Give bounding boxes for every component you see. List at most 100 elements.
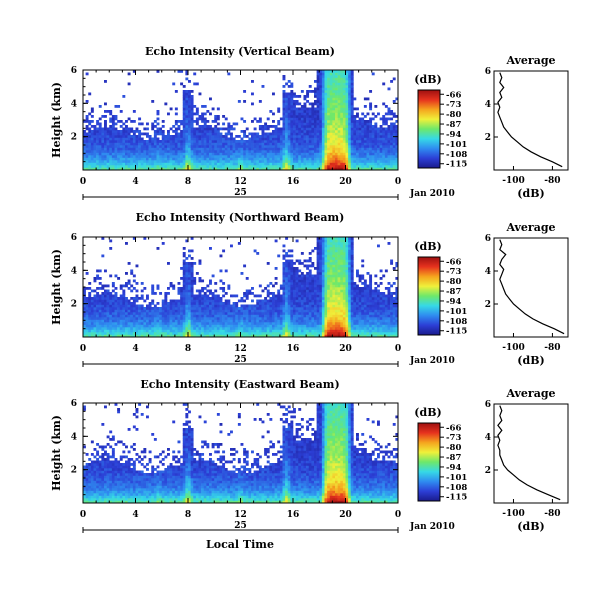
heatmap-cell bbox=[316, 110, 320, 113]
heatmap-cell bbox=[161, 322, 165, 325]
heatmap-cell bbox=[216, 147, 220, 151]
heatmap-cell bbox=[300, 120, 304, 123]
heatmap-cell bbox=[324, 87, 328, 91]
heatmap-cell bbox=[300, 327, 304, 330]
heatmap-cell bbox=[190, 297, 194, 300]
heatmap-cell bbox=[172, 304, 176, 308]
heatmap-cell bbox=[293, 137, 296, 141]
heatmap-cell bbox=[180, 324, 184, 328]
heatmap-cell bbox=[387, 147, 391, 151]
heatmap-cell bbox=[285, 152, 289, 156]
heatmap-cell bbox=[235, 122, 239, 126]
heatmap-cell bbox=[227, 324, 231, 328]
heatmap-cell bbox=[287, 125, 291, 128]
heatmap-cell bbox=[195, 150, 199, 153]
heatmap-cell bbox=[293, 274, 296, 278]
heatmap-cell bbox=[306, 334, 310, 338]
heatmap-cell bbox=[140, 282, 144, 285]
heatmap-cell bbox=[240, 147, 244, 151]
heatmap-cell bbox=[285, 262, 289, 265]
heatmap-cell bbox=[122, 140, 126, 143]
heatmap-cell bbox=[342, 167, 346, 171]
heatmap-cell bbox=[90, 319, 94, 323]
heatmap-cell bbox=[206, 137, 210, 141]
heatmap-cell bbox=[151, 332, 155, 335]
heatmap-cell bbox=[258, 307, 262, 310]
heatmap-cell bbox=[261, 130, 265, 133]
heatmap-cell bbox=[332, 115, 336, 118]
heatmap-cell bbox=[258, 294, 262, 298]
heatmap-cell bbox=[327, 297, 331, 300]
heatmap-cell bbox=[140, 150, 144, 153]
heatmap-cell bbox=[190, 322, 194, 325]
heatmap-cell bbox=[327, 162, 331, 166]
heatmap-cell bbox=[282, 145, 286, 148]
heatmap-cell bbox=[324, 257, 328, 260]
heatmap-cell bbox=[282, 122, 286, 126]
heatmap-cell bbox=[85, 299, 89, 303]
heatmap-cell bbox=[101, 145, 105, 148]
heatmap-cell bbox=[159, 132, 163, 136]
heatmap-cell bbox=[177, 162, 181, 166]
heatmap-cell bbox=[377, 142, 380, 146]
heatmap-cell bbox=[93, 142, 97, 146]
heatmap-cell bbox=[306, 162, 310, 166]
heatmap-cell bbox=[390, 80, 394, 83]
heatmap-cell bbox=[329, 152, 333, 156]
heatmap-cell bbox=[190, 150, 194, 153]
heatmap-cell bbox=[169, 327, 173, 330]
heatmap-cell bbox=[96, 157, 100, 161]
heatmap-cell bbox=[237, 319, 241, 323]
heatmap-cell bbox=[361, 130, 365, 133]
heatmap-cell bbox=[198, 327, 202, 330]
heatmap-cell bbox=[321, 152, 325, 156]
heatmap-cell bbox=[350, 150, 354, 153]
heatmap-cell bbox=[395, 125, 399, 128]
heatmap-cell bbox=[277, 135, 281, 138]
heatmap-cell bbox=[182, 167, 186, 171]
heatmap-cell bbox=[222, 332, 226, 335]
heatmap-cell bbox=[232, 309, 236, 313]
heatmap-cell bbox=[109, 117, 113, 121]
heatmap-cell bbox=[224, 137, 228, 141]
heatmap-cell bbox=[261, 327, 265, 330]
heatmap-cell bbox=[119, 307, 123, 310]
heatmap-cell bbox=[132, 120, 136, 123]
heatmap-cell bbox=[314, 324, 317, 328]
heatmap-cell bbox=[363, 150, 367, 153]
heatmap-cell bbox=[206, 120, 210, 123]
heatmap-cell bbox=[335, 107, 338, 111]
heatmap-cell bbox=[332, 122, 336, 126]
heatmap-cell bbox=[306, 277, 310, 280]
heatmap-cell bbox=[114, 294, 118, 298]
heatmap-cell bbox=[195, 162, 199, 166]
heatmap-cell bbox=[237, 299, 241, 303]
heatmap-cell bbox=[316, 252, 320, 255]
heatmap-cell bbox=[146, 334, 149, 338]
heatmap-cell bbox=[293, 127, 296, 131]
heatmap-cell bbox=[277, 327, 281, 330]
heatmap-cell bbox=[248, 142, 252, 146]
heatmap-cell bbox=[188, 262, 191, 265]
heatmap-cell bbox=[85, 152, 89, 156]
heatmap-cell bbox=[332, 95, 336, 98]
heatmap-cell bbox=[266, 127, 270, 131]
heatmap-cell bbox=[130, 130, 134, 133]
heatmap-cell bbox=[206, 155, 210, 158]
heatmap-cell bbox=[356, 115, 359, 118]
heatmap-cell bbox=[96, 132, 100, 136]
heatmap-cell bbox=[327, 87, 331, 91]
heatmap-cell bbox=[151, 324, 155, 328]
heatmap-cell bbox=[117, 155, 121, 158]
heatmap-cell bbox=[93, 302, 97, 305]
heatmap-cell bbox=[140, 319, 144, 323]
heatmap-cell bbox=[230, 334, 233, 338]
heatmap-cell bbox=[182, 162, 186, 166]
heatmap-cell bbox=[319, 334, 323, 338]
heatmap-cell bbox=[127, 150, 131, 153]
heatmap-cell bbox=[290, 105, 294, 108]
heatmap-cell bbox=[290, 145, 294, 148]
heatmap-cell bbox=[332, 130, 336, 133]
heatmap-cell bbox=[138, 322, 142, 325]
heatmap-cell bbox=[272, 292, 275, 295]
